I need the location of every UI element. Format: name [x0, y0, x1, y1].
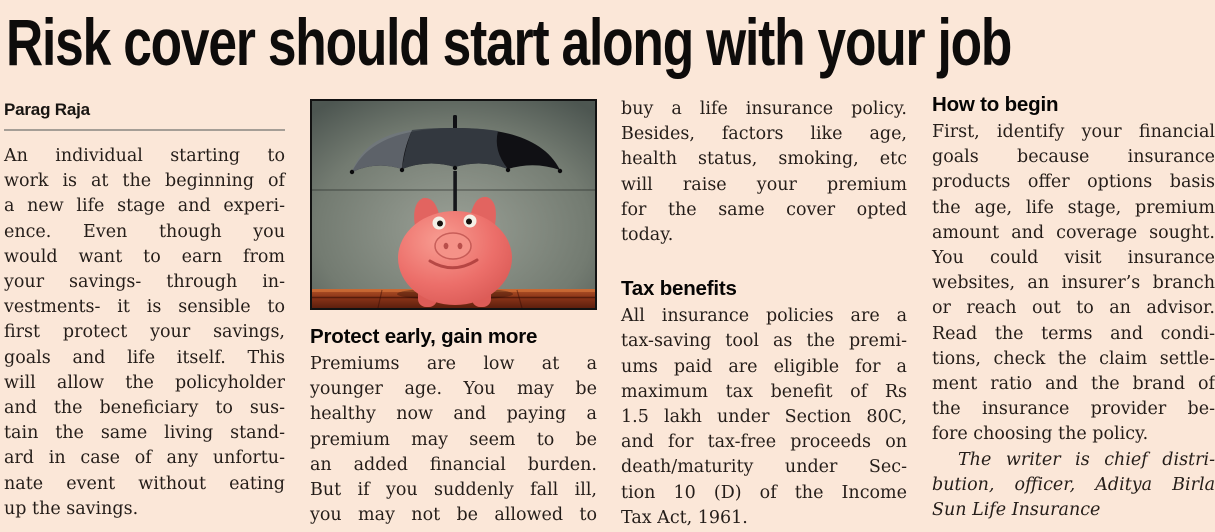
text-line: 1.5 lakh under Section 80C, — [621, 407, 907, 428]
writer-credit: The writer is chief distri-bution, offic… — [932, 448, 1215, 524]
text-line: An individual starting to — [4, 146, 285, 166]
text-line: for the same cover opted — [621, 199, 907, 220]
text-line: or reach out to an advisor. — [932, 298, 1215, 319]
text-line: would want to earn from — [4, 246, 285, 267]
text-line: first protect your savings, — [4, 322, 285, 343]
text-line: fore choosing the policy. — [932, 424, 1149, 445]
text-line: First, identify your financial — [932, 122, 1215, 142]
text-line: health status, smoking, etc — [621, 149, 907, 170]
text-line: But if you suddenly fall ill, — [310, 480, 597, 501]
byline-divider — [4, 129, 285, 131]
umbrella-graphic — [349, 115, 563, 215]
text-line: buy a life insurance policy. — [621, 99, 907, 119]
text-line: your savings- through in- — [4, 272, 285, 293]
text-line: ence. Even though you — [4, 221, 285, 242]
column-4: How to begin First, identify your financ… — [932, 93, 1215, 523]
text-line: goals and life itself. This — [4, 347, 285, 368]
text-line: the insurance provider be- — [932, 399, 1215, 420]
text-line: websites, an insurer’s branch — [932, 273, 1215, 294]
text-line: vestments- it is sensible to — [4, 297, 285, 318]
text-line: you may not be allowed to — [310, 505, 597, 526]
text-line: ard in case of any unfortu- — [4, 448, 285, 469]
text-line: products offer options basis — [932, 172, 1215, 193]
text-line: tax-saving tool as the premi- — [621, 331, 907, 352]
text-line: ums paid are eligible for a — [621, 356, 907, 377]
text-line: goals because insurance — [932, 147, 1215, 168]
pig-snout — [434, 232, 472, 260]
text-line: The writer is chief distri- — [958, 449, 1215, 470]
umbrella-pole — [453, 171, 457, 215]
text-line: will raise your premium — [621, 174, 907, 195]
text-line: All insurance policies are a — [621, 306, 907, 327]
pig-nostril — [443, 242, 449, 250]
text-line: healthy now and paying a — [310, 404, 597, 425]
text-line: premium may seem to be — [310, 429, 597, 450]
column-1: Parag Raja An individual starting to work… — [4, 99, 285, 522]
umbrella-ferrule — [453, 115, 457, 130]
protect-early-paragraph-continued: buy a life insurance policy. Besides, fac… — [621, 97, 907, 248]
text-line: tain the same living stand- — [4, 423, 285, 444]
text-line: up the savings. — [4, 498, 139, 519]
text-line: You could visit insurance — [932, 248, 1215, 269]
text-line: bution, officer, Aditya Birla — [932, 474, 1215, 495]
article-photo — [310, 99, 597, 310]
text-line: and for tax-free proceeds on — [621, 432, 907, 453]
article-title: Risk cover should start along with your … — [6, 5, 1012, 79]
text-line: ment ratio and the brand of — [932, 374, 1215, 395]
text-line: tion 10 (D) of the Income — [621, 482, 907, 503]
text-line: an added financial burden. — [310, 454, 597, 475]
text-line: will allow the policyholder — [4, 372, 285, 393]
text-line: work is at the beginning of — [4, 171, 285, 192]
pig-smile — [428, 258, 479, 270]
text-line: death/maturity under Sec- — [621, 457, 907, 478]
protect-early-paragraph: Premiums are low at a younger age. You ma… — [310, 352, 597, 528]
text-line: amount and coverage sought. — [932, 222, 1215, 243]
subhead-how-to-begin: How to begin — [932, 93, 1059, 116]
intro-paragraph: An individual starting to work is at the … — [4, 144, 285, 522]
text-line: maximum tax benefit of Rs — [621, 381, 907, 402]
text-line: and the beneficiary to sus- — [4, 398, 285, 419]
subhead-tax-benefits: Tax benefits — [621, 277, 737, 301]
piggy-bank-graphic — [398, 196, 512, 307]
text-line: younger age. You may be — [310, 379, 597, 400]
text-line: Besides, factors like age, — [621, 124, 907, 145]
text-line: nate event without eating — [4, 473, 285, 494]
pig-nostril — [457, 242, 463, 250]
text-line: Read the terms and condi- — [932, 323, 1215, 344]
umbrella-sheen-panel — [352, 130, 412, 172]
column-3: buy a life insurance policy. Besides, fac… — [621, 97, 907, 531]
text-line: the age, life stage, premium — [932, 197, 1215, 218]
text-line: Sun Life Insurance — [932, 500, 1101, 521]
byline: Parag Raja — [4, 100, 90, 119]
how-to-begin-paragraph: First, identify your financial goals beca… — [932, 120, 1215, 448]
column-2: Protect early, gain more Premiums are lo… — [310, 99, 597, 528]
text-line: Tax Act, 1961. — [621, 507, 748, 528]
text-line: Premiums are low at a — [310, 354, 597, 374]
piggy-bank-umbrella-illustration — [312, 101, 595, 309]
subhead-protect-early: Protect early, gain more — [310, 325, 538, 348]
tax-benefits-paragraph: All insurance policies are a tax-saving t… — [621, 304, 907, 531]
text-line: tions, check the claim settle- — [932, 348, 1215, 369]
umbrella-center-panel — [402, 128, 508, 169]
text-line: a new life stage and experi- — [4, 196, 285, 217]
text-line: today. — [621, 225, 674, 246]
